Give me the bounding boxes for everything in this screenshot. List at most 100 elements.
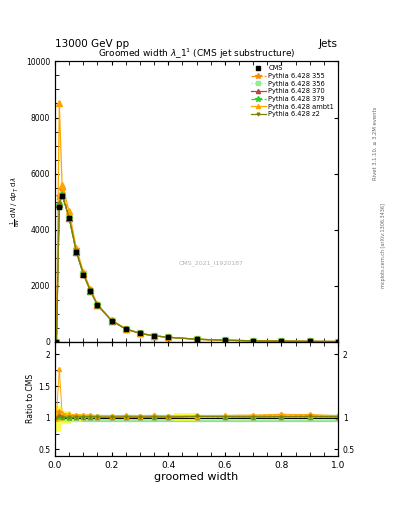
- CMS: [95, 302, 100, 308]
- Pythia 6.428 ambt1: [152, 333, 156, 339]
- Bar: [55, 407, 61, 432]
- Pythia 6.428 370: [222, 337, 227, 344]
- CMS: [60, 193, 64, 199]
- Pythia 6.428 356: [279, 338, 284, 344]
- Pythia 6.428 z2: [60, 191, 64, 198]
- Pythia 6.428 356: [81, 271, 86, 278]
- Line: Pythia 6.428 ambt1: Pythia 6.428 ambt1: [54, 101, 341, 344]
- Pythia 6.428 355: [95, 302, 100, 308]
- Pythia 6.428 379: [67, 215, 72, 221]
- Pythia 6.428 ambt1: [81, 269, 86, 275]
- Pythia 6.428 370: [166, 334, 171, 340]
- Pythia 6.428 355: [88, 287, 93, 293]
- Pythia 6.428 379: [152, 333, 156, 339]
- Text: Rivet 3.1.10, ≥ 3.2M events: Rivet 3.1.10, ≥ 3.2M events: [373, 106, 378, 180]
- CMS: [138, 330, 142, 336]
- Pythia 6.428 379: [123, 326, 128, 332]
- Pythia 6.428 z2: [57, 201, 62, 207]
- Pythia 6.428 z2: [81, 270, 86, 276]
- Pythia 6.428 356: [251, 338, 255, 344]
- Pythia 6.428 379: [54, 338, 59, 345]
- Pythia 6.428 z2: [109, 317, 114, 324]
- Pythia 6.428 z2: [279, 338, 284, 344]
- Pythia 6.428 356: [67, 215, 72, 221]
- Pythia 6.428 370: [279, 338, 284, 344]
- Pythia 6.428 355: [138, 330, 142, 336]
- Pythia 6.428 370: [81, 271, 86, 277]
- Text: CMS_2021_I1920187: CMS_2021_I1920187: [178, 261, 243, 266]
- Pythia 6.428 370: [57, 201, 62, 207]
- Pythia 6.428 356: [307, 338, 312, 345]
- Pythia 6.428 356: [194, 336, 199, 343]
- Pythia 6.428 z2: [152, 333, 156, 339]
- Pythia 6.428 z2: [194, 336, 199, 343]
- Pythia 6.428 z2: [95, 302, 100, 308]
- Line: Pythia 6.428 379: Pythia 6.428 379: [53, 191, 342, 345]
- Pythia 6.428 ambt1: [336, 338, 340, 345]
- Bar: [71, 414, 83, 422]
- CMS: [222, 337, 227, 344]
- Pythia 6.428 z2: [138, 330, 142, 336]
- Pythia 6.428 356: [222, 337, 227, 344]
- Pythia 6.428 379: [88, 288, 93, 294]
- Pythia 6.428 z2: [54, 338, 59, 345]
- Pythia 6.428 356: [123, 326, 128, 332]
- Pythia 6.428 ambt1: [251, 338, 255, 344]
- Pythia 6.428 370: [194, 336, 199, 343]
- Pythia 6.428 z2: [88, 287, 93, 293]
- Pythia 6.428 355: [123, 326, 128, 332]
- Pythia 6.428 ambt1: [222, 337, 227, 343]
- Pythia 6.428 ambt1: [123, 326, 128, 332]
- Pythia 6.428 ambt1: [279, 338, 284, 344]
- CMS: [307, 338, 312, 345]
- Text: 13000 GeV pp: 13000 GeV pp: [55, 38, 129, 49]
- Text: mcplots.cern.ch [arXiv:1306.3436]: mcplots.cern.ch [arXiv:1306.3436]: [381, 203, 386, 288]
- Pythia 6.428 ambt1: [67, 208, 72, 215]
- Pythia 6.428 356: [109, 317, 114, 324]
- CMS: [67, 216, 72, 222]
- Pythia 6.428 355: [307, 338, 312, 345]
- Line: Pythia 6.428 356: Pythia 6.428 356: [54, 193, 341, 344]
- CMS: [152, 333, 156, 339]
- Pythia 6.428 356: [95, 302, 100, 308]
- Pythia 6.428 ambt1: [194, 336, 199, 342]
- Pythia 6.428 ambt1: [307, 338, 312, 345]
- Pythia 6.428 355: [67, 212, 72, 219]
- Pythia 6.428 379: [95, 302, 100, 308]
- CMS: [279, 338, 284, 344]
- Pythia 6.428 379: [60, 192, 64, 198]
- Pythia 6.428 ambt1: [95, 301, 100, 307]
- Pythia 6.428 ambt1: [138, 330, 142, 336]
- CMS: [109, 317, 114, 324]
- Pythia 6.428 355: [81, 270, 86, 276]
- CMS: [336, 338, 340, 345]
- Pythia 6.428 370: [152, 333, 156, 339]
- Pythia 6.428 370: [307, 338, 312, 345]
- CMS: [57, 204, 62, 210]
- Pythia 6.428 ambt1: [57, 100, 62, 106]
- Bar: [55, 415, 338, 421]
- Pythia 6.428 379: [74, 249, 79, 255]
- X-axis label: groomed width: groomed width: [154, 472, 239, 482]
- Pythia 6.428 379: [251, 338, 255, 344]
- Pythia 6.428 379: [194, 336, 199, 343]
- Pythia 6.428 379: [109, 317, 114, 324]
- Pythia 6.428 379: [279, 338, 284, 344]
- Line: Pythia 6.428 z2: Pythia 6.428 z2: [54, 193, 340, 344]
- Pythia 6.428 379: [307, 338, 312, 345]
- Pythia 6.428 ambt1: [166, 334, 171, 340]
- Pythia 6.428 370: [60, 192, 64, 198]
- CMS: [54, 338, 59, 345]
- Pythia 6.428 356: [88, 288, 93, 294]
- Pythia 6.428 379: [138, 330, 142, 336]
- Pythia 6.428 355: [251, 338, 255, 344]
- CMS: [166, 334, 171, 340]
- Pythia 6.428 356: [336, 338, 340, 345]
- Pythia 6.428 z2: [307, 338, 312, 345]
- Line: Pythia 6.428 355: Pythia 6.428 355: [53, 187, 342, 345]
- Pythia 6.428 355: [57, 193, 62, 199]
- Pythia 6.428 370: [88, 288, 93, 294]
- Pythia 6.428 356: [152, 333, 156, 339]
- Pythia 6.428 355: [166, 334, 171, 340]
- CMS: [74, 249, 79, 255]
